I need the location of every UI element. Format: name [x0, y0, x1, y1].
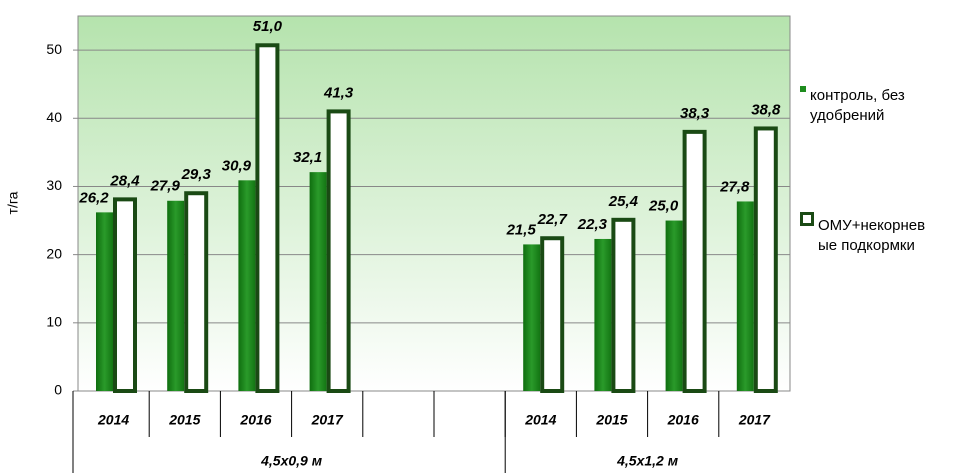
bar — [113, 197, 137, 393]
y-tick-label: 30 — [46, 177, 62, 193]
legend-item: ОМУ+некорневые подкормки — [800, 212, 940, 256]
y-tick-label: 0 — [54, 382, 62, 398]
group-label: 4,5x1,2 м — [616, 453, 679, 469]
y-axis-label: т/га — [5, 191, 21, 214]
legend-item: контроль, без удобрений — [800, 86, 950, 126]
bar — [682, 129, 707, 393]
bar — [611, 217, 636, 393]
value-label: 27,9 — [150, 178, 181, 195]
bar — [238, 180, 256, 391]
legend-swatch — [800, 212, 814, 227]
value-label: 25,4 — [608, 193, 639, 210]
y-tick-label: 40 — [46, 109, 62, 125]
y-tick-label: 10 — [46, 314, 62, 330]
value-label: 51,0 — [253, 18, 283, 35]
bar — [326, 109, 351, 393]
x-tick-label: 2016 — [239, 412, 271, 428]
legend-label: ОМУ+некорневые подкормки — [818, 217, 926, 254]
x-tick-label: 2014 — [524, 412, 556, 428]
value-label: 21,5 — [506, 221, 537, 238]
x-tick-label: 2015 — [595, 412, 627, 428]
bar — [753, 126, 778, 393]
bar — [96, 212, 113, 391]
value-label: 38,8 — [751, 101, 781, 118]
value-label: 30,9 — [222, 157, 252, 174]
x-tick-label: 2014 — [97, 412, 129, 428]
x-tick-label: 2017 — [311, 412, 344, 428]
value-label: 25,0 — [648, 198, 679, 215]
x-tick-label: 2017 — [738, 412, 771, 428]
value-label: 22,3 — [577, 216, 608, 233]
legend-label: контроль, без удобрений — [810, 87, 905, 124]
bar — [523, 244, 541, 391]
legend-swatch — [800, 86, 806, 93]
bar — [736, 201, 754, 391]
y-tick-label: 20 — [46, 245, 62, 261]
bar — [255, 43, 280, 393]
bar — [184, 191, 209, 393]
bar — [309, 172, 327, 391]
value-label: 28,4 — [109, 172, 140, 189]
value-label: 27,8 — [719, 178, 750, 195]
bar — [167, 200, 185, 391]
bar — [540, 236, 565, 393]
value-label: 41,3 — [323, 84, 354, 101]
bar — [665, 220, 683, 391]
y-tick-label: 50 — [46, 41, 62, 57]
x-tick-label: 2015 — [168, 412, 200, 428]
group-label: 4,5x0,9 м — [260, 453, 323, 469]
value-label: 26,2 — [78, 189, 109, 206]
value-label: 22,7 — [537, 211, 568, 228]
bar — [594, 238, 612, 391]
x-tick-label: 2016 — [667, 412, 699, 428]
value-label: 29,3 — [181, 166, 212, 183]
value-label: 32,1 — [293, 149, 322, 166]
value-label: 38,3 — [680, 105, 710, 122]
